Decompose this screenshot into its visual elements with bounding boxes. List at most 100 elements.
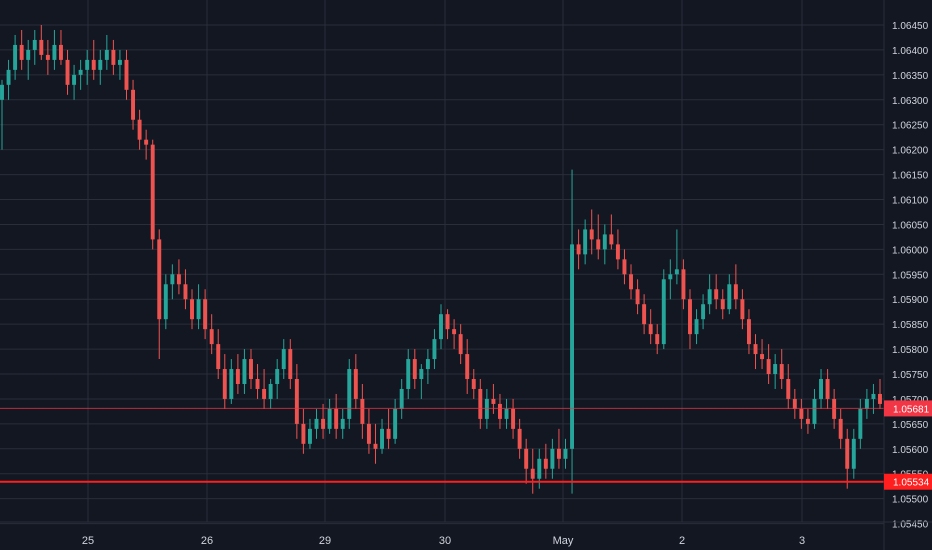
candle-body xyxy=(406,359,411,389)
candle-body xyxy=(740,299,745,320)
candle-body xyxy=(6,69,11,85)
candle-body xyxy=(642,304,647,325)
y-tick-label: 1.06450 xyxy=(892,21,929,32)
candle-body xyxy=(688,299,692,335)
candle-body xyxy=(85,59,90,70)
x-tick-label: 25 xyxy=(82,535,94,547)
candle-body xyxy=(380,428,384,449)
y-tick-label: 1.05900 xyxy=(892,295,929,306)
candle-body xyxy=(190,299,194,320)
candle-body xyxy=(176,274,181,285)
y-tick-label: 1.06350 xyxy=(892,71,929,82)
candle-body xyxy=(471,379,476,389)
time-axis[interactable]: 25 26 29 30 May 2 3 xyxy=(0,521,932,547)
candle-body xyxy=(498,403,502,419)
x-tick-label: 2 xyxy=(679,535,685,547)
candle-body xyxy=(327,408,332,429)
candle-body xyxy=(550,448,555,469)
candle-body xyxy=(694,319,699,335)
candle-body xyxy=(504,408,509,419)
candle-body xyxy=(26,49,31,60)
candle-body xyxy=(425,359,430,370)
candle-body xyxy=(288,349,293,380)
candle-body xyxy=(249,359,253,380)
price-tag xyxy=(884,473,932,490)
candle-body xyxy=(792,398,797,409)
candle-body xyxy=(386,428,391,439)
candle-body xyxy=(596,239,601,250)
candle-body xyxy=(32,39,37,50)
candle-body xyxy=(137,119,142,140)
candle-body xyxy=(766,359,771,375)
candle-body xyxy=(878,393,882,404)
x-tick-label: 26 xyxy=(201,535,213,547)
candle-body xyxy=(511,408,516,429)
candle-body xyxy=(537,458,542,479)
x-tick-label: 29 xyxy=(319,535,331,547)
candle-body xyxy=(845,438,850,469)
x-tick-label: May xyxy=(553,535,574,547)
candle-body xyxy=(439,314,443,340)
candle-body xyxy=(72,74,77,85)
price-lines xyxy=(0,407,884,483)
y-tick-label: 1.05800 xyxy=(892,345,929,356)
candle-body xyxy=(98,59,103,70)
candle-body xyxy=(65,59,70,85)
candle-body xyxy=(563,448,568,459)
candle-body xyxy=(583,229,588,255)
x-tick-label: 30 xyxy=(439,535,451,547)
candle-body xyxy=(314,418,319,429)
candle-body xyxy=(530,468,535,479)
candle-body xyxy=(275,369,280,384)
candle-body xyxy=(242,359,247,384)
candle-body xyxy=(858,408,863,439)
candle-body xyxy=(727,284,732,310)
candle-body xyxy=(235,369,240,384)
candle-body xyxy=(746,319,751,345)
candle-body xyxy=(412,359,417,380)
candle-body xyxy=(373,443,378,449)
y-tick-label: 1.06250 xyxy=(892,121,929,132)
y-tick-label: 1.06200 xyxy=(892,146,929,157)
candle-body xyxy=(720,299,725,310)
candle-body xyxy=(851,438,856,469)
candle-body xyxy=(635,289,640,305)
candle-body xyxy=(183,284,188,300)
candle-body xyxy=(779,364,784,380)
candle-body xyxy=(203,299,208,330)
candle-body xyxy=(117,59,122,65)
candle-body xyxy=(124,59,129,90)
y-tick-label: 1.05450 xyxy=(892,520,929,531)
candle-body xyxy=(799,408,804,419)
candle-body xyxy=(786,379,791,399)
candle-body xyxy=(655,334,660,345)
candle-body xyxy=(864,398,869,409)
candle-body xyxy=(589,229,594,240)
price-tag-label: 1.05534 xyxy=(893,478,930,489)
candle-body xyxy=(0,84,4,100)
candle-body xyxy=(144,139,149,145)
candle-body xyxy=(170,274,175,285)
candle-body xyxy=(255,379,260,389)
candle-body xyxy=(465,354,470,380)
candle-body xyxy=(445,314,450,330)
candle-body xyxy=(19,44,24,60)
candle-body xyxy=(353,369,358,399)
candle-body xyxy=(432,339,437,360)
candle-body xyxy=(812,398,817,424)
candle-body xyxy=(707,289,712,305)
y-tick-label: 1.06100 xyxy=(892,196,929,207)
candle-body xyxy=(825,379,830,399)
candle-body xyxy=(491,398,496,404)
candle-body xyxy=(615,244,620,260)
candle-body xyxy=(648,324,653,335)
candle-body xyxy=(576,244,581,255)
candle-body xyxy=(524,448,529,469)
candle-body xyxy=(39,39,44,55)
candle-body xyxy=(838,418,843,439)
candle-body xyxy=(622,259,627,275)
candle-body xyxy=(111,49,116,65)
candle-body xyxy=(753,344,758,355)
